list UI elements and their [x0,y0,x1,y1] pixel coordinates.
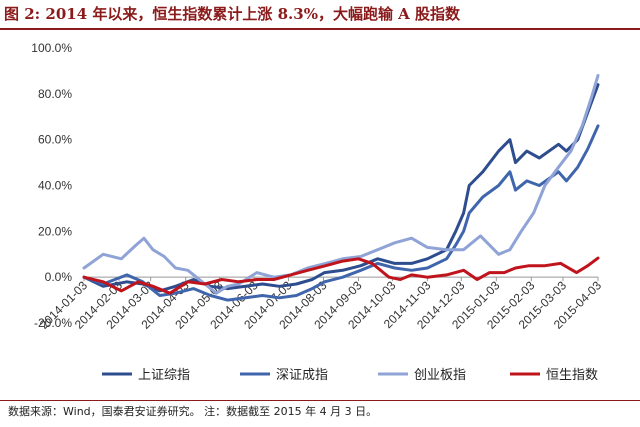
y-tick-label: 0.0% [45,270,73,284]
source-note: 数据来源：Wind，国泰君安证券研究。 注：数据截至 2015 年 4 月 3 … [8,405,378,418]
legend-label: 上证综指 [138,368,190,383]
legend-label: 恒生指数 [546,368,598,383]
source-divider [0,400,640,401]
y-tick-label: 100.0% [31,41,72,55]
y-tick-label: 60.0% [38,133,72,147]
legend-label: 创业板指 [414,368,466,383]
y-tick-label: 40.0% [38,179,72,193]
y-axis: -20.0% 0.0% 20.0% 40.0% 60.0% 80.0% 100.0% [31,41,72,330]
y-tick-label: -20.0% [34,316,72,330]
legend: 上证综指 深证成指 创业板指 恒生指数 [102,368,598,383]
series-line [82,256,600,295]
series-line [82,83,600,293]
series-line [82,74,600,295]
series-layer [82,74,600,302]
figure-title: 图 2: 2014 年以来，恒生指数累计上涨 8.3%，大幅跑输 A 股指数 [4,5,461,23]
y-tick-label: 20.0% [38,224,72,238]
title-divider [0,28,640,30]
y-tick-label: 80.0% [38,87,72,101]
legend-label: 深证成指 [276,368,328,383]
series-line [82,124,600,302]
line-chart: -20.0%0.0%20.0%40.0%60.0%80.0%100.0% 201… [31,41,604,383]
